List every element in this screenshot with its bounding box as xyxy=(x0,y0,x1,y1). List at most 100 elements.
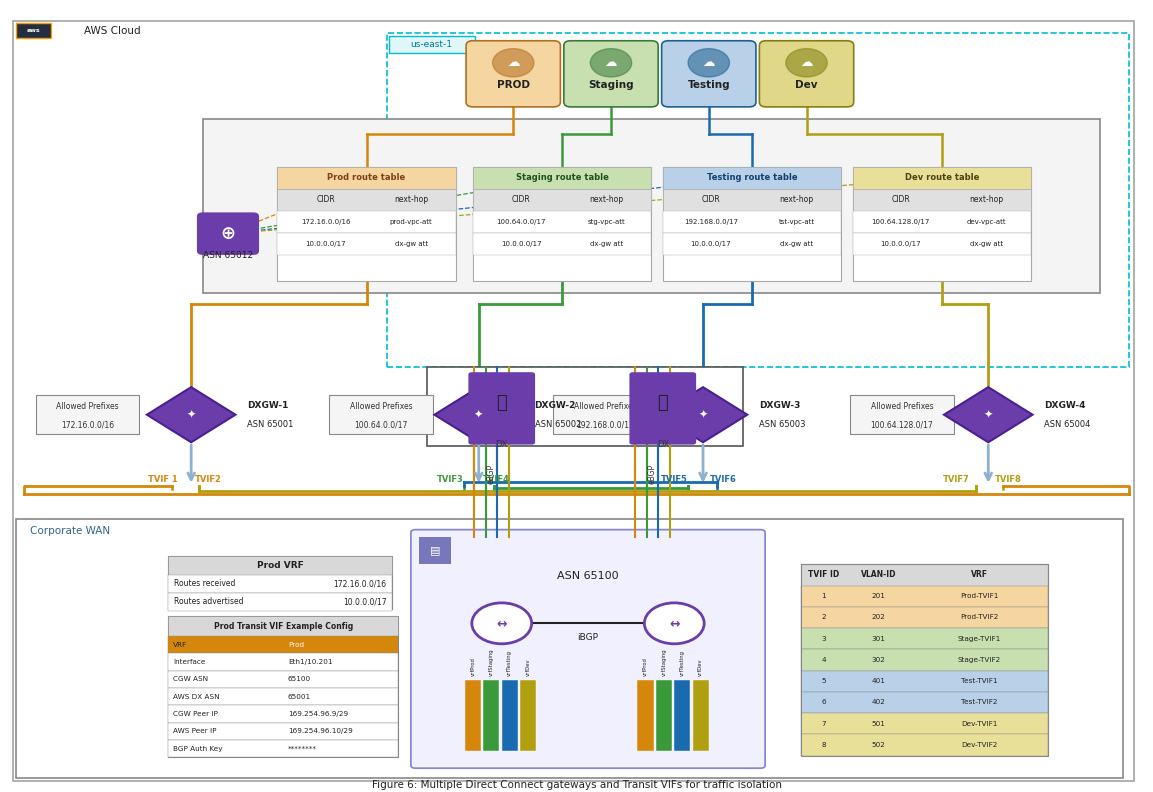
Bar xyxy=(168,688,398,705)
Text: AWS Cloud: AWS Cloud xyxy=(84,25,141,36)
Text: 169.254.96.10/29: 169.254.96.10/29 xyxy=(288,728,353,734)
Bar xyxy=(656,680,672,751)
Text: ☁: ☁ xyxy=(702,56,715,69)
Text: dev-vpc-att: dev-vpc-att xyxy=(966,219,1007,225)
Text: TVIF7: TVIF7 xyxy=(943,474,970,484)
Text: 100.64.0.0/17: 100.64.0.0/17 xyxy=(497,219,545,225)
Bar xyxy=(663,166,841,281)
Text: Prod Transit VIF Example Config: Prod Transit VIF Example Config xyxy=(213,622,353,630)
Bar xyxy=(852,166,1031,281)
Text: 3: 3 xyxy=(821,636,826,642)
Bar xyxy=(801,628,1048,649)
Bar xyxy=(389,36,475,53)
Text: next-hop: next-hop xyxy=(970,196,1003,204)
Bar xyxy=(801,692,1048,713)
Circle shape xyxy=(472,603,532,644)
Text: ASN 65012: ASN 65012 xyxy=(203,251,253,261)
Bar xyxy=(663,166,841,188)
Bar xyxy=(203,120,1100,293)
Text: CIDR: CIDR xyxy=(891,196,910,204)
Text: CIDR: CIDR xyxy=(701,196,721,204)
Bar xyxy=(386,33,1129,367)
Text: 6: 6 xyxy=(821,699,826,706)
Text: ↔: ↔ xyxy=(497,617,507,630)
Circle shape xyxy=(590,48,632,77)
Text: 65100: 65100 xyxy=(288,676,311,682)
Text: 169.254.96.9/29: 169.254.96.9/29 xyxy=(288,711,348,717)
Text: Prod-TVIF2: Prod-TVIF2 xyxy=(960,615,998,620)
Text: Routes advertised: Routes advertised xyxy=(174,597,243,606)
Text: eBGP: eBGP xyxy=(648,463,657,484)
Text: 10.0.0.0/17: 10.0.0.0/17 xyxy=(691,241,731,247)
Circle shape xyxy=(688,48,730,77)
Text: vrfTesting: vrfTesting xyxy=(680,650,685,676)
Text: CIDR: CIDR xyxy=(512,196,530,204)
Bar xyxy=(16,519,1123,779)
Text: vrfProd: vrfProd xyxy=(643,657,648,676)
Text: 192.168.0.0/17: 192.168.0.0/17 xyxy=(576,420,634,429)
Text: Prod: Prod xyxy=(288,642,304,648)
Bar xyxy=(801,734,1048,756)
Text: Dev: Dev xyxy=(796,80,817,89)
Bar xyxy=(801,585,1048,607)
Circle shape xyxy=(786,48,827,77)
Bar xyxy=(801,671,1048,692)
Text: Allowed Prefixes: Allowed Prefixes xyxy=(349,402,413,411)
Text: BGP Auth Key: BGP Auth Key xyxy=(173,745,223,752)
Text: ASN 65003: ASN 65003 xyxy=(759,420,805,428)
Text: tst-vpc-att: tst-vpc-att xyxy=(778,219,814,225)
Text: dx-gw att: dx-gw att xyxy=(590,241,624,247)
Text: Staging route table: Staging route table xyxy=(515,173,609,182)
Bar xyxy=(663,233,841,255)
Text: us-east-1: us-east-1 xyxy=(410,40,453,49)
Bar xyxy=(473,166,651,281)
Text: 100.64.0.0/17: 100.64.0.0/17 xyxy=(354,420,408,429)
Bar xyxy=(801,564,1048,585)
Text: AWS Peer IP: AWS Peer IP xyxy=(173,728,217,734)
Text: ✦: ✦ xyxy=(984,409,993,420)
Text: 172.16.0.0/16: 172.16.0.0/16 xyxy=(301,219,351,225)
Polygon shape xyxy=(658,387,747,442)
Text: TVIF3: TVIF3 xyxy=(437,474,464,484)
Text: vrfStaging: vrfStaging xyxy=(489,649,493,676)
Bar xyxy=(427,367,744,446)
Circle shape xyxy=(645,603,704,644)
Text: Prod VRF: Prod VRF xyxy=(257,561,303,569)
Bar xyxy=(473,188,651,211)
Bar xyxy=(168,574,392,592)
Text: Test-TVIF2: Test-TVIF2 xyxy=(960,699,997,706)
Bar xyxy=(168,636,398,653)
FancyBboxPatch shape xyxy=(564,40,658,107)
Text: ASN 65004: ASN 65004 xyxy=(1045,420,1091,428)
Bar xyxy=(168,556,392,609)
Bar xyxy=(168,592,392,611)
Text: Dev-TVIF2: Dev-TVIF2 xyxy=(960,742,997,748)
Bar xyxy=(168,616,398,757)
Text: ☁: ☁ xyxy=(800,56,813,69)
Bar xyxy=(16,24,51,37)
Text: 7: 7 xyxy=(821,721,826,727)
Text: CIDR: CIDR xyxy=(316,196,336,204)
Text: ASN 65001: ASN 65001 xyxy=(247,420,293,428)
Text: 1: 1 xyxy=(821,593,826,600)
Text: TVIF 1: TVIF 1 xyxy=(148,474,178,484)
Text: Eth1/10.201: Eth1/10.201 xyxy=(288,659,332,665)
FancyBboxPatch shape xyxy=(466,40,560,107)
Text: TVIF ID: TVIF ID xyxy=(808,570,839,580)
Text: 301: 301 xyxy=(872,636,886,642)
Bar xyxy=(36,395,140,434)
Text: 10.0.0.0/17: 10.0.0.0/17 xyxy=(306,241,346,247)
Text: 📡: 📡 xyxy=(657,394,668,412)
Text: eBGP: eBGP xyxy=(487,463,496,484)
Text: TVIF6: TVIF6 xyxy=(710,474,737,484)
Text: prod-vpc-att: prod-vpc-att xyxy=(390,219,432,225)
Bar xyxy=(852,233,1031,255)
Text: Dev-TVIF1: Dev-TVIF1 xyxy=(960,721,997,727)
Text: next-hop: next-hop xyxy=(589,196,624,204)
Text: ********: ******** xyxy=(288,745,317,752)
Polygon shape xyxy=(944,387,1033,442)
Text: VRF: VRF xyxy=(971,570,988,580)
Text: DXGW-1: DXGW-1 xyxy=(247,401,288,409)
Text: Dev route table: Dev route table xyxy=(904,173,979,182)
Bar xyxy=(168,556,392,574)
